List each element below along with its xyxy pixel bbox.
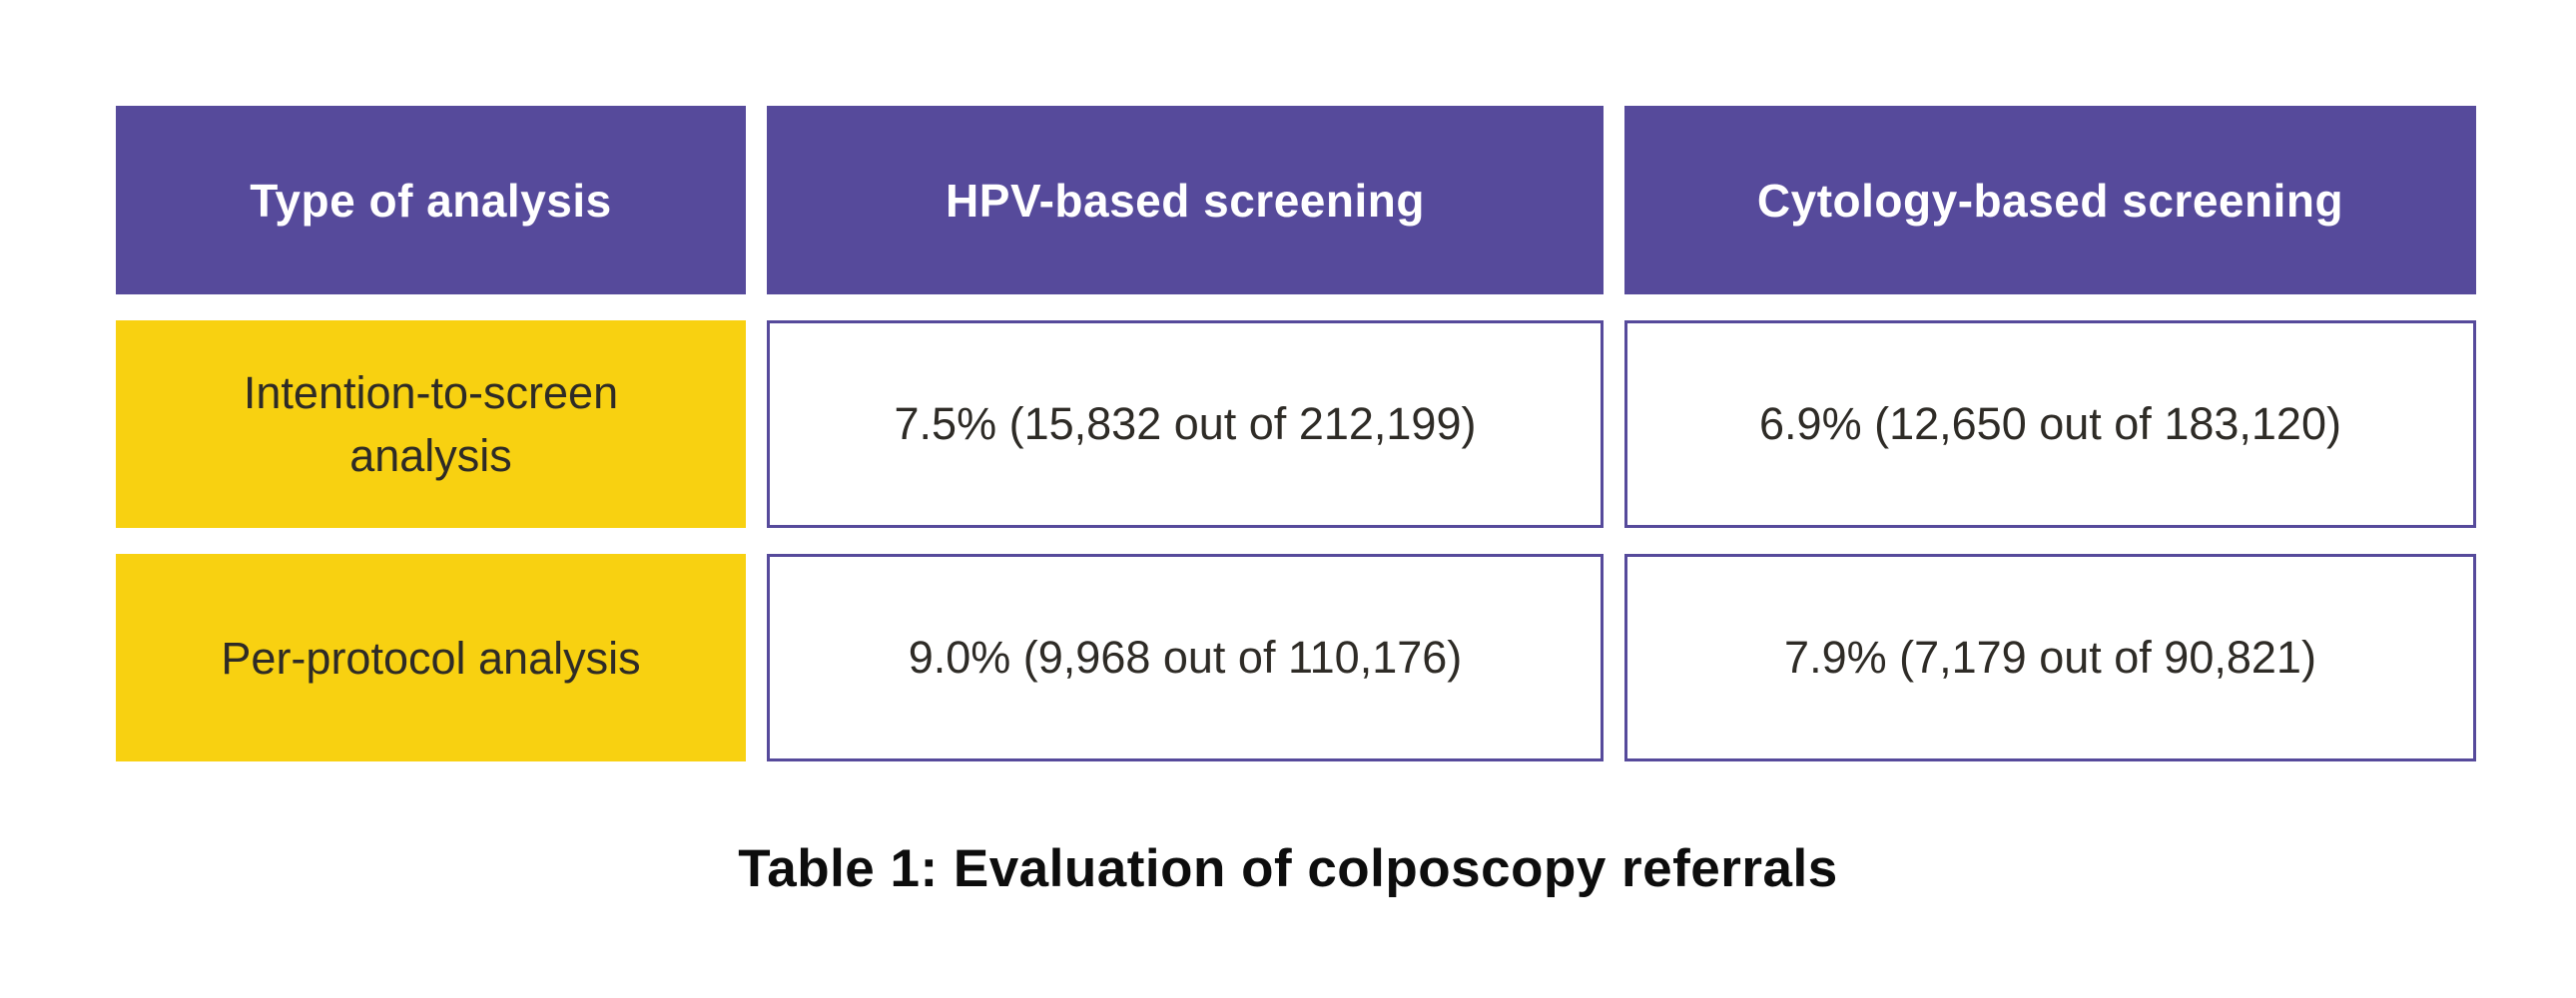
- row-label-per-protocol-analysis: Per-protocol analysis: [116, 554, 746, 761]
- header-cell-hpv-based-screening: HPV-based screening: [767, 106, 1604, 294]
- data-cell-hpv-per-protocol: 9.0% (9,968 out of 110,176): [767, 554, 1604, 761]
- evaluation-table: Type of analysis HPV-based screening Cyt…: [116, 106, 2476, 761]
- header-cell-type-of-analysis: Type of analysis: [116, 106, 746, 294]
- row-label-intention-to-screen-analysis: Intention-to-screen analysis: [116, 320, 746, 528]
- data-cell-cytology-intention-to-screen: 6.9% (12,650 out of 183,120): [1624, 320, 2476, 528]
- data-cell-cytology-per-protocol: 7.9% (7,179 out of 90,821): [1624, 554, 2476, 761]
- header-cell-cytology-based-screening: Cytology-based screening: [1624, 106, 2476, 294]
- table-caption: Table 1: Evaluation of colposcopy referr…: [738, 839, 1838, 898]
- data-cell-hpv-intention-to-screen: 7.5% (15,832 out of 212,199): [767, 320, 1604, 528]
